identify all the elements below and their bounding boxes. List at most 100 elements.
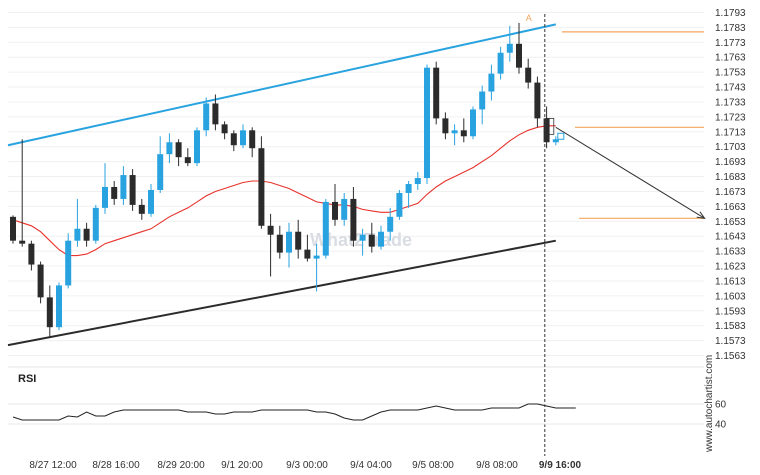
candle-body bbox=[166, 142, 173, 155]
x-tick-label: 9/1 20:00 bbox=[221, 460, 263, 471]
candle-body bbox=[516, 43, 522, 68]
x-tick-label: 9/9 16:00 bbox=[539, 460, 582, 471]
rsi-line bbox=[12, 403, 576, 421]
candle-body bbox=[506, 43, 513, 53]
moving-average-line bbox=[12, 125, 556, 257]
y-tick-label: 1.1693 bbox=[715, 157, 746, 168]
brand-label: www.autochartist.com bbox=[704, 355, 715, 453]
candle-body bbox=[460, 130, 467, 137]
candle-body bbox=[111, 186, 118, 199]
x-axis-labels: 8/27 12:00 8/28 16:00 8/29 20:00 9/1 20:00 9… bbox=[29, 460, 581, 471]
y-tick-label: 1.1683 bbox=[715, 172, 746, 183]
candle-body bbox=[175, 142, 182, 158]
candle-body bbox=[433, 67, 440, 119]
candle-body bbox=[138, 204, 145, 214]
x-tick-label: 8/27 12:00 bbox=[29, 460, 77, 471]
candle-body bbox=[276, 234, 283, 253]
x-tick-label: 9/8 08:00 bbox=[476, 460, 518, 471]
y-tick-label: 1.1743 bbox=[715, 83, 746, 94]
channel-lines bbox=[7, 23, 557, 347]
y-tick-label: 1.1723 bbox=[715, 112, 746, 123]
y-tick-label: 1.1673 bbox=[715, 187, 746, 198]
y-axis-labels: 1.1793 1.1783 1.1773 1.1763 1.1753 1.1743 1.17… bbox=[715, 8, 746, 362]
rsi-grid bbox=[8, 403, 704, 425]
y-tick-label: 1.1613 bbox=[715, 276, 746, 287]
x-tick-label: 9/5 08:00 bbox=[412, 460, 454, 471]
price-plot-area bbox=[8, 8, 704, 363]
rsi-plot-area bbox=[8, 380, 704, 448]
rsi-title: RSI bbox=[18, 373, 36, 385]
y-tick-label: 1.1623 bbox=[715, 262, 746, 273]
candle-body bbox=[378, 231, 384, 247]
candle-body bbox=[313, 255, 320, 259]
candle-body bbox=[203, 103, 210, 131]
candle-body bbox=[286, 231, 292, 253]
y-tick-label: 1.1633 bbox=[715, 247, 746, 258]
channel-lower-line bbox=[7, 239, 556, 347]
forecast-arrow-line bbox=[555, 126, 705, 219]
candle-body bbox=[46, 297, 53, 328]
rsi-tick-label: 60 bbox=[715, 400, 727, 411]
y-tick-label: 1.1733 bbox=[715, 97, 746, 108]
y-tick-label: 1.1773 bbox=[715, 38, 746, 49]
y-tick-label: 1.1653 bbox=[715, 217, 746, 228]
candle-body bbox=[552, 139, 559, 143]
rsi-axis-labels: 60 40 bbox=[715, 400, 727, 431]
grid-lines bbox=[8, 11, 704, 357]
forecast-arrow-head bbox=[696, 211, 706, 219]
candle-body bbox=[525, 67, 532, 83]
candle-body bbox=[332, 201, 338, 220]
candle-body bbox=[230, 133, 237, 146]
candle-body bbox=[102, 186, 108, 208]
candle-body bbox=[451, 130, 458, 134]
candle-body bbox=[470, 109, 476, 137]
candle-body bbox=[148, 189, 154, 214]
candle-body bbox=[267, 225, 274, 235]
candle-body bbox=[359, 234, 366, 241]
candle-body bbox=[184, 157, 191, 164]
y-tick-label: 1.1643 bbox=[715, 232, 746, 243]
candle-body bbox=[497, 52, 504, 74]
candle-body bbox=[304, 249, 311, 259]
y-tick-label: 1.1663 bbox=[715, 202, 746, 213]
y-tick-label: 1.1763 bbox=[715, 53, 746, 64]
candle-body bbox=[479, 91, 486, 110]
x-tick-label: 8/29 20:00 bbox=[157, 460, 205, 471]
current-bar-outline bbox=[545, 117, 555, 135]
y-tick-label: 1.1603 bbox=[715, 291, 746, 302]
y-tick-label: 1.1573 bbox=[715, 336, 746, 347]
candle-body bbox=[92, 207, 99, 241]
pattern-point-label: A bbox=[526, 13, 532, 23]
forecast-group: A bbox=[526, 13, 706, 219]
candle-body bbox=[341, 198, 348, 220]
candle-body bbox=[74, 228, 81, 241]
candle-body bbox=[414, 178, 421, 185]
candle-body bbox=[350, 198, 357, 241]
candle-body bbox=[424, 67, 430, 179]
candle-body bbox=[488, 73, 495, 92]
candle-body bbox=[249, 130, 256, 149]
y-tick-label: 1.1563 bbox=[715, 351, 746, 362]
y-tick-label: 1.1793 bbox=[715, 8, 746, 19]
level-lines bbox=[562, 31, 704, 219]
candle-body bbox=[10, 216, 16, 241]
channel-upper-line bbox=[7, 23, 557, 147]
y-tick-label: 1.1703 bbox=[715, 142, 746, 153]
candle-body bbox=[396, 192, 403, 217]
x-tick-label: 8/28 16:00 bbox=[92, 460, 140, 471]
candle-body bbox=[28, 243, 35, 265]
candlesticks bbox=[10, 22, 559, 338]
candle-body bbox=[442, 118, 449, 134]
candle-body bbox=[295, 231, 302, 250]
candle-body bbox=[368, 234, 375, 247]
candle-body bbox=[534, 82, 541, 119]
candle-body bbox=[19, 240, 26, 244]
rsi-tick-label: 40 bbox=[715, 420, 727, 431]
candle-body bbox=[37, 264, 44, 298]
candle-body bbox=[120, 175, 127, 199]
y-tick-label: 1.1783 bbox=[715, 23, 746, 34]
candle-body bbox=[322, 201, 329, 256]
x-tick-label: 9/4 04:00 bbox=[350, 460, 392, 471]
candle-body bbox=[221, 124, 228, 134]
